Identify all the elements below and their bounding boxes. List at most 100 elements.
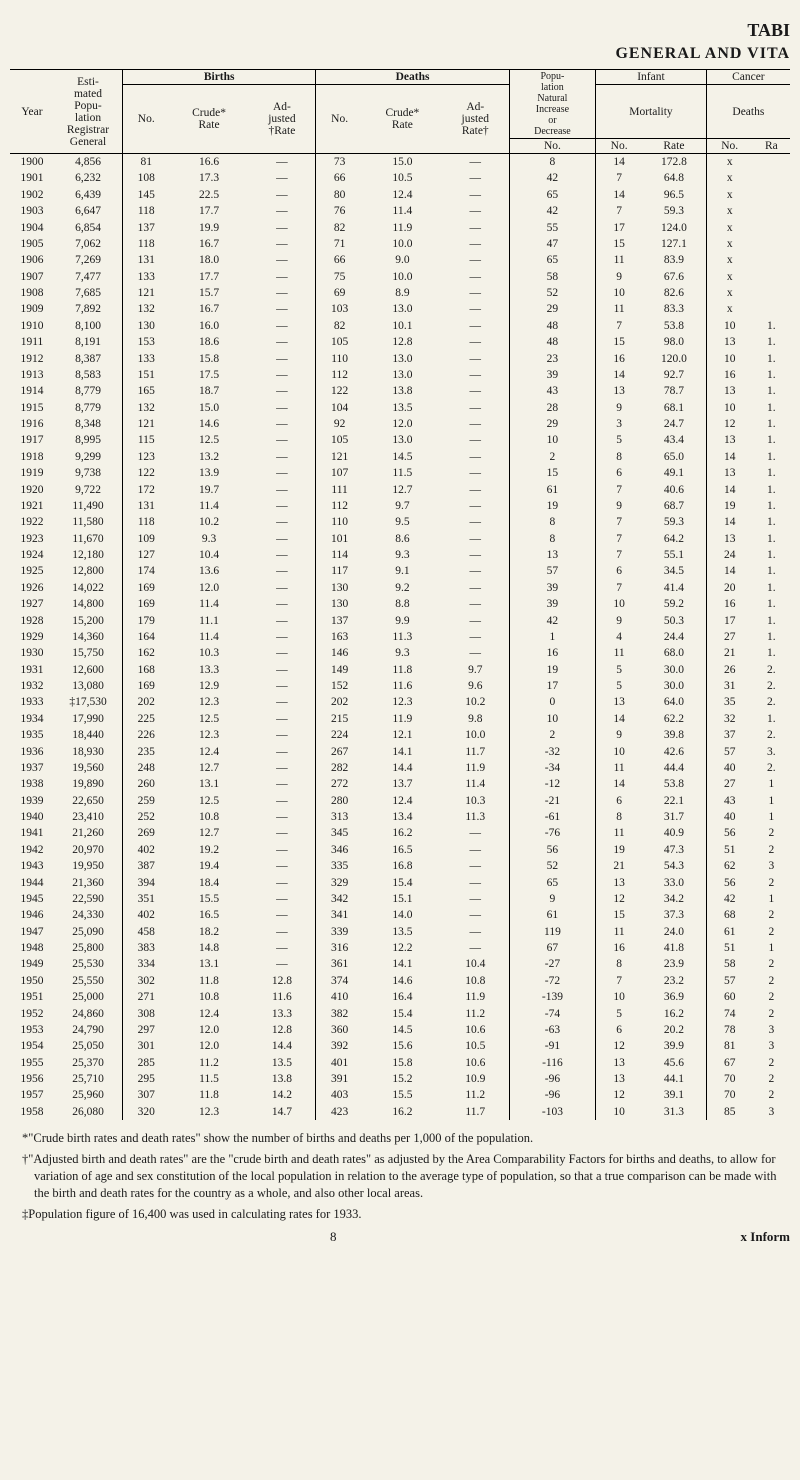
cell: 10.5: [442, 1038, 509, 1054]
cell: 341: [316, 907, 363, 923]
cell: 12.2: [363, 940, 442, 956]
cell: 10: [706, 400, 752, 416]
cell: 112: [316, 498, 363, 514]
th-natinc: Popu- lation Natural Increase or Decreas…: [509, 70, 595, 139]
cell: 10.4: [170, 547, 249, 563]
cell: 27: [706, 776, 752, 792]
cell: [753, 187, 790, 203]
cell: 15.8: [170, 351, 249, 367]
cell: 15.6: [363, 1038, 442, 1054]
cell: 13: [706, 383, 752, 399]
cell: 10.6: [442, 1055, 509, 1071]
cell: 165: [123, 383, 170, 399]
cell: 15: [596, 236, 642, 252]
cell: 9.5: [363, 514, 442, 530]
table-row: 195525,37028511.213.540115.810.6-1161345…: [10, 1055, 790, 1071]
cell: 66: [316, 252, 363, 268]
cell: 8,583: [54, 367, 123, 383]
cell: —: [442, 825, 509, 841]
cell: 118: [123, 203, 170, 219]
cell: 40: [706, 809, 752, 825]
cell: 10.4: [442, 956, 509, 972]
cell: 41.8: [642, 940, 706, 956]
cell: 130: [316, 580, 363, 596]
cell: 120.0: [642, 351, 706, 367]
cell: 56: [706, 825, 752, 841]
table-row: 19046,85413719.9—8211.9—5517124.0x: [10, 220, 790, 236]
cell: 14.2: [249, 1087, 316, 1103]
cell: 42: [706, 891, 752, 907]
cell: 1920: [10, 482, 54, 498]
cell: 18.7: [170, 383, 249, 399]
cell: 1934: [10, 711, 54, 727]
cell: —: [249, 416, 316, 432]
cell: 13: [596, 1071, 642, 1087]
cell: 1: [509, 629, 595, 645]
cell: 52: [509, 858, 595, 874]
cell: 302: [123, 973, 170, 989]
cell: 10: [596, 744, 642, 760]
cell: 16.6: [170, 154, 249, 171]
cell: 2: [753, 924, 790, 940]
cell: 7,477: [54, 269, 123, 285]
cell: 8,779: [54, 383, 123, 399]
cell: —: [249, 465, 316, 481]
cell: 1933: [10, 694, 54, 710]
cell: 1907: [10, 269, 54, 285]
table-row: 193618,93023512.4—26714.111.7-321042.657…: [10, 744, 790, 760]
table-row: 193922,65025912.5—28012.410.3-21622.1431: [10, 793, 790, 809]
cell: [753, 203, 790, 219]
cell: 130: [316, 596, 363, 612]
cell: 202: [123, 694, 170, 710]
cell: 73: [316, 154, 363, 171]
table-row: 192211,58011810.2—1109.5—8759.3141.: [10, 514, 790, 530]
cell: —: [249, 285, 316, 301]
cell: 16.4: [363, 989, 442, 1005]
cell: -27: [509, 956, 595, 972]
cell: 15: [596, 907, 642, 923]
cell: 74: [706, 1006, 752, 1022]
cell: 410: [316, 989, 363, 1005]
cell: 2: [753, 973, 790, 989]
table-row: 194421,36039418.4—32915.4—651333.0562: [10, 875, 790, 891]
cell: —: [249, 203, 316, 219]
cell: 65: [509, 187, 595, 203]
cell: 12.0: [170, 1022, 249, 1038]
cell: 1: [753, 809, 790, 825]
cell: 25,960: [54, 1087, 123, 1103]
table-row: 194522,59035115.5—34215.1—91234.2421: [10, 891, 790, 907]
cell: 26: [706, 662, 752, 678]
cell: 11: [596, 301, 642, 317]
cell: 6: [596, 1022, 642, 1038]
cell: 68.0: [642, 645, 706, 661]
cell: 16: [706, 596, 752, 612]
cell: 13: [596, 875, 642, 891]
cell: —: [442, 154, 509, 171]
cell: 8.6: [363, 531, 442, 547]
cell: 19,560: [54, 760, 123, 776]
cell: 16.7: [170, 236, 249, 252]
cell: 11.3: [442, 809, 509, 825]
cell: 1935: [10, 727, 54, 743]
cell: 32: [706, 711, 752, 727]
cell: 13.2: [170, 449, 249, 465]
cell: 392: [316, 1038, 363, 1054]
cell: 14.6: [170, 416, 249, 432]
cell: 10.5: [363, 170, 442, 186]
cell: —: [249, 907, 316, 923]
cell: 59.3: [642, 203, 706, 219]
cell: 11: [596, 924, 642, 940]
cell: —: [249, 760, 316, 776]
cell: 24,330: [54, 907, 123, 923]
cell: —: [249, 645, 316, 661]
cell: 66: [316, 170, 363, 186]
cell: 42: [509, 170, 595, 186]
cell: 9.3: [170, 531, 249, 547]
cell: 260: [123, 776, 170, 792]
th-births: Births: [123, 70, 316, 85]
cell: 70: [706, 1071, 752, 1087]
th-natinc-no: No.: [509, 139, 595, 154]
cell: 10: [596, 1104, 642, 1120]
cell: 64.0: [642, 694, 706, 710]
cell: 96.5: [642, 187, 706, 203]
